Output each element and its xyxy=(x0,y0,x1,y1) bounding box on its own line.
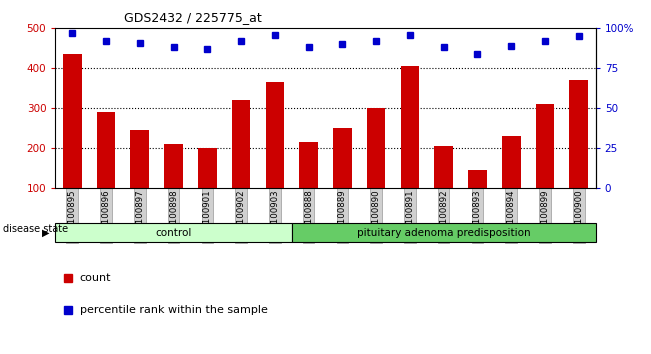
Bar xyxy=(536,104,554,188)
Bar xyxy=(468,170,487,188)
FancyBboxPatch shape xyxy=(292,223,596,242)
Bar xyxy=(400,66,419,188)
Bar xyxy=(333,128,352,188)
Text: count: count xyxy=(79,273,111,283)
Bar xyxy=(299,142,318,188)
Bar xyxy=(130,130,149,188)
Text: ▶: ▶ xyxy=(42,228,50,238)
Bar xyxy=(63,54,81,188)
Bar xyxy=(164,144,183,188)
FancyBboxPatch shape xyxy=(55,223,292,242)
Bar xyxy=(198,148,217,188)
Bar xyxy=(570,80,588,188)
Bar xyxy=(367,108,385,188)
Text: percentile rank within the sample: percentile rank within the sample xyxy=(79,305,268,315)
Text: GDS2432 / 225775_at: GDS2432 / 225775_at xyxy=(124,11,262,24)
Text: pituitary adenoma predisposition: pituitary adenoma predisposition xyxy=(357,228,531,238)
Text: disease state: disease state xyxy=(3,224,68,234)
Bar xyxy=(232,100,251,188)
Bar xyxy=(266,82,284,188)
Bar xyxy=(502,136,521,188)
Text: control: control xyxy=(156,228,192,238)
Bar xyxy=(97,112,115,188)
Bar xyxy=(434,146,453,188)
